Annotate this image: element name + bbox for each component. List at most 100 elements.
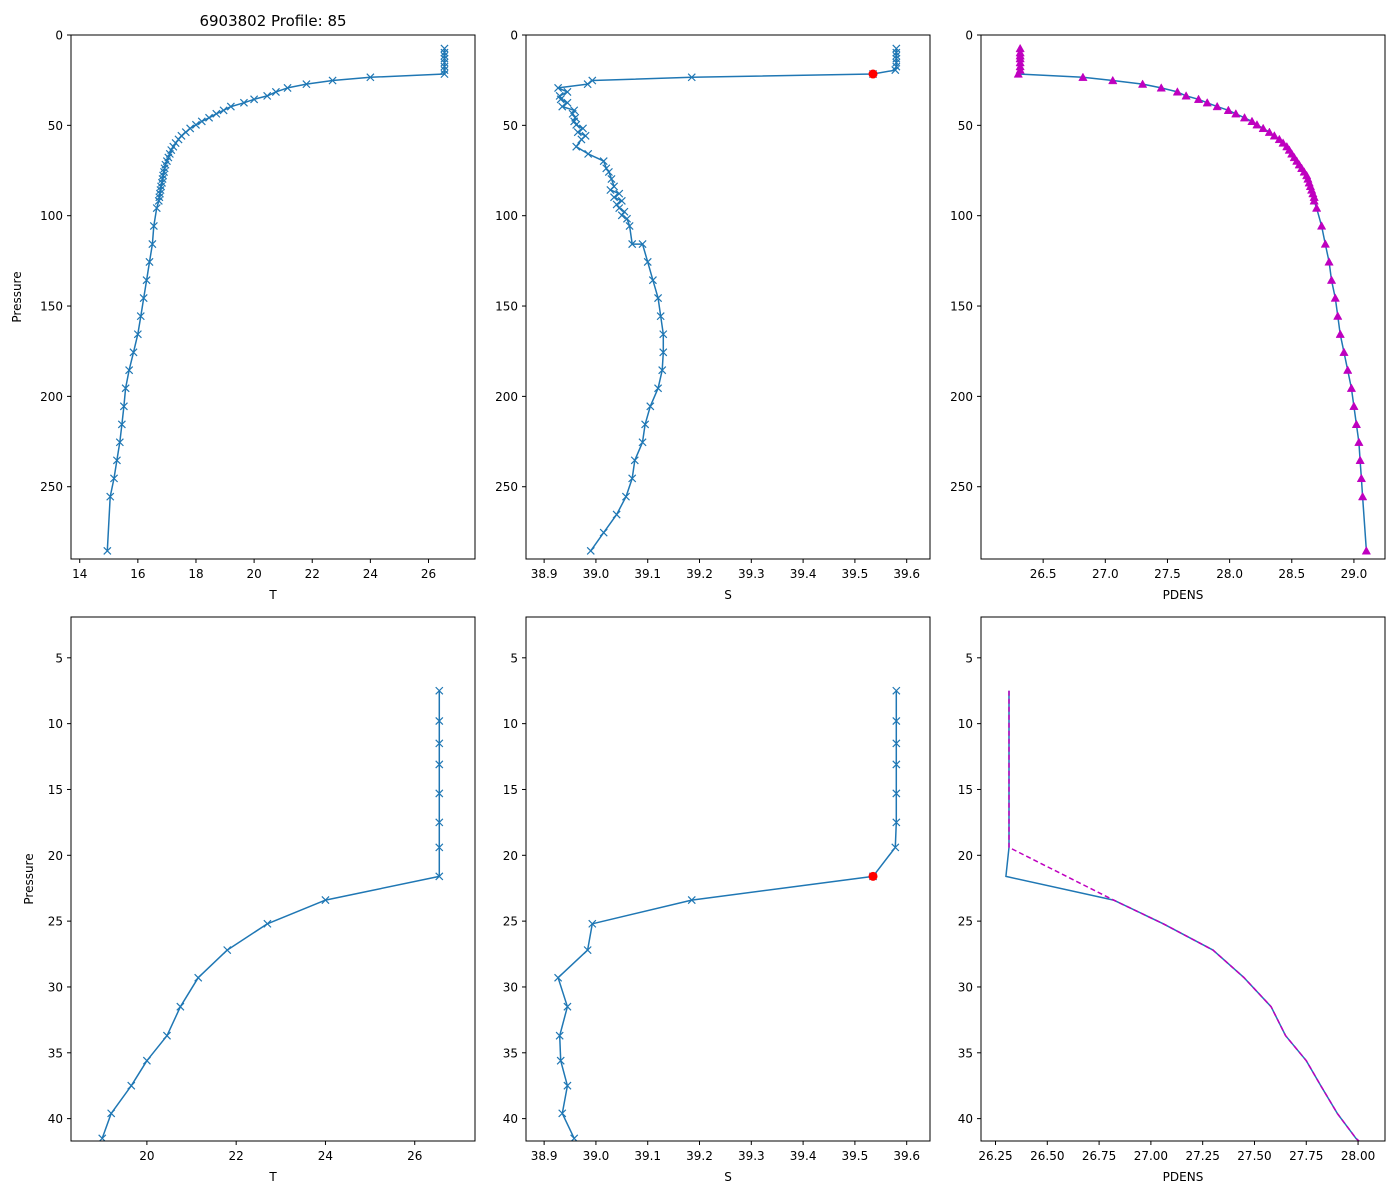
y-tick-label: 100: [495, 209, 518, 223]
data-point: [440, 48, 449, 57]
data-point: [1333, 311, 1343, 320]
data-point: [573, 128, 582, 137]
data-point: [563, 1002, 572, 1011]
y-tick-label: 30: [503, 980, 518, 994]
x-tick-label: 24: [318, 1149, 333, 1163]
data-point: [1172, 87, 1183, 96]
data-point: [556, 1056, 565, 1065]
data-point: [119, 402, 128, 411]
data-point: [610, 193, 619, 202]
y-tick-label: 15: [958, 783, 973, 797]
panel-bottom-t: 20 22 24 26 5 10 15 20 25 30 35 40 T Pressure: [22, 616, 476, 1184]
data-point: [1339, 347, 1349, 356]
data-point: [654, 294, 663, 303]
panels: 14 16 18 20 22 24 26050100150200250TPressure38…: [10, 29, 1386, 1184]
data-point: [1349, 401, 1359, 410]
data-point: [617, 211, 626, 220]
y-tick-label: 35: [958, 1046, 973, 1060]
data-point: [1258, 123, 1268, 133]
data-point: [212, 109, 221, 118]
data-point: [1330, 293, 1340, 302]
data-point: [152, 204, 161, 213]
data-point: [117, 420, 126, 429]
y-tick-label: 35: [48, 1046, 63, 1060]
data-point: [1252, 120, 1262, 129]
data-point: [302, 80, 311, 89]
x-tick-label: 39.2: [686, 567, 713, 581]
y-tick-label: 50: [958, 119, 973, 133]
data-point: [1247, 116, 1257, 125]
x-tick-label: 28.00: [1341, 1149, 1375, 1163]
data-point: [563, 87, 572, 96]
y-tick-label: 250: [40, 480, 63, 494]
data-point: [628, 240, 637, 249]
series-line-top-s-0: [557, 48, 898, 552]
x-axis-label: T: [268, 588, 277, 602]
data-point: [1320, 239, 1330, 248]
y-tick-label: 10: [503, 717, 518, 731]
figure-title: 6903802 Profile: 85: [199, 12, 346, 30]
data-point: [250, 95, 259, 104]
data-point: [654, 384, 663, 393]
data-point: [142, 1056, 151, 1065]
data-point: [891, 66, 900, 75]
data-point: [656, 312, 665, 321]
data-point: [659, 348, 668, 357]
data-point: [1351, 419, 1362, 428]
data-point: [620, 207, 629, 216]
data-point: [572, 120, 581, 129]
y-tick-label: 250: [950, 480, 973, 494]
y-tick-label: 20: [958, 849, 973, 863]
data-point: [638, 240, 647, 249]
data-point: [145, 257, 154, 266]
data-point: [555, 1031, 564, 1040]
y-tick-label: 50: [48, 119, 63, 133]
y-tick-label: 30: [958, 980, 973, 994]
data-point: [1361, 546, 1371, 555]
data-point: [558, 102, 567, 111]
data-point: [1354, 437, 1364, 446]
x-tick-label: 39.1: [634, 1149, 661, 1163]
data-point: [615, 204, 624, 213]
y-tick-label: 200: [40, 390, 63, 404]
data-point: [112, 456, 121, 465]
y-tick-label: 25: [48, 915, 63, 929]
data-point: [440, 62, 449, 71]
data-point: [129, 348, 138, 357]
data-point: [1202, 98, 1212, 107]
x-axis-label: S: [724, 588, 732, 602]
x-tick-label: 38.9: [531, 1149, 558, 1163]
y-tick-label: 0: [510, 29, 518, 43]
data-point: [1108, 75, 1118, 85]
data-point: [1231, 109, 1241, 118]
x-tick-label: 26.75: [1082, 1149, 1116, 1163]
x-tick-label: 26.5: [1030, 567, 1057, 581]
y-tick-label: 15: [48, 783, 63, 797]
data-point: [583, 946, 592, 955]
data-point: [622, 214, 632, 223]
data-point: [568, 109, 577, 118]
x-tick-label: 26: [421, 567, 436, 581]
x-tick-label: 26: [407, 1149, 422, 1163]
x-axis-label: PDENS: [1163, 588, 1204, 602]
data-point: [578, 124, 587, 133]
data-point: [556, 95, 565, 104]
panel-top-t: 14 16 18 20 22 24 26 0 50 100 150 200 250 T Pressure: [10, 29, 476, 602]
data-point: [687, 73, 696, 82]
data-point: [435, 686, 444, 695]
y-tick-label: 40: [48, 1112, 63, 1126]
data-point: [1274, 134, 1284, 144]
data-point: [194, 973, 203, 982]
data-point: [1156, 83, 1166, 92]
data-point: [154, 196, 163, 205]
x-axis-label: PDENS: [1163, 1170, 1204, 1184]
data-point: [630, 456, 639, 465]
y-tick-label: 5: [55, 651, 63, 665]
data-point: [328, 76, 337, 85]
data-point: [127, 1081, 136, 1090]
data-point: [103, 546, 112, 555]
data-point: [606, 186, 615, 195]
data-point: [554, 83, 563, 92]
data-point: [1239, 113, 1250, 122]
